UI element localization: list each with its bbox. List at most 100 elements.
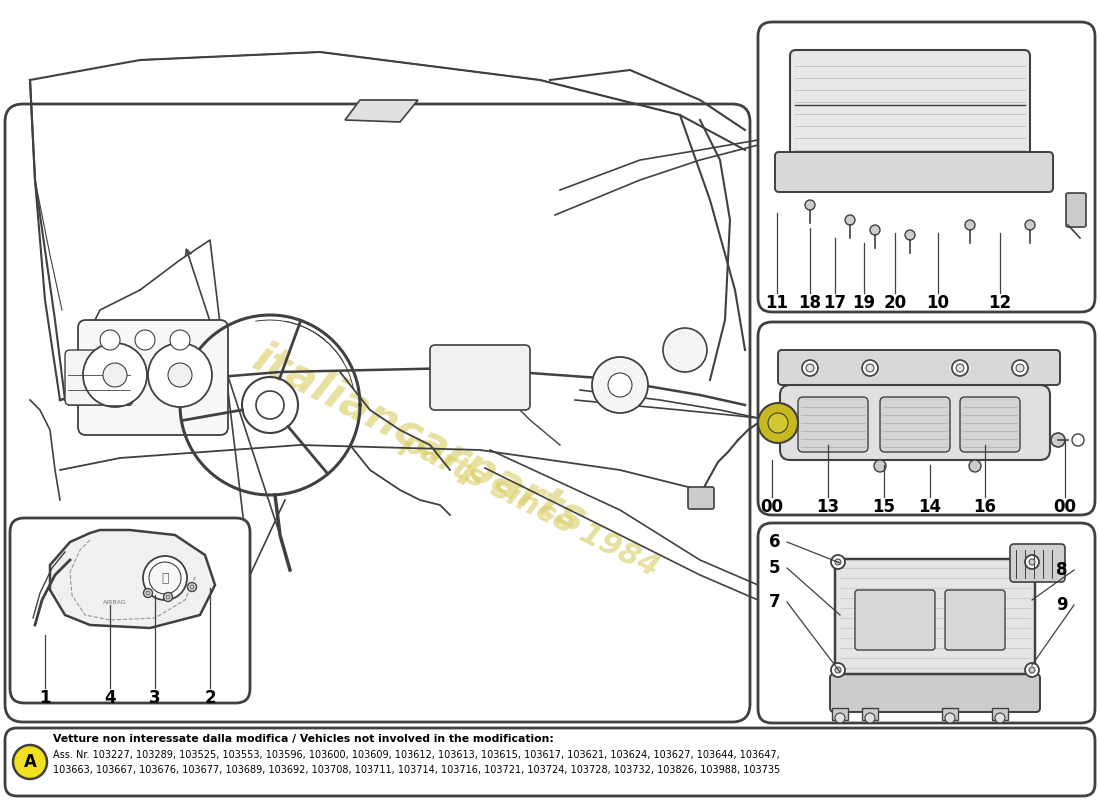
Circle shape: [143, 589, 153, 598]
FancyBboxPatch shape: [758, 322, 1094, 515]
Circle shape: [945, 713, 955, 723]
Bar: [862, 708, 878, 720]
Circle shape: [806, 364, 814, 372]
FancyBboxPatch shape: [78, 320, 228, 435]
Text: 1: 1: [40, 689, 51, 707]
Text: 15: 15: [872, 498, 895, 516]
Text: 00: 00: [1054, 498, 1077, 516]
FancyBboxPatch shape: [830, 674, 1040, 712]
Circle shape: [905, 230, 915, 240]
Text: 🐎: 🐎: [162, 571, 168, 585]
Circle shape: [190, 585, 194, 589]
Text: parts since 1984: parts since 1984: [396, 427, 663, 582]
Circle shape: [835, 713, 845, 723]
Text: 19: 19: [852, 294, 876, 312]
Text: 3: 3: [150, 689, 161, 707]
Circle shape: [166, 595, 170, 599]
Circle shape: [187, 582, 197, 591]
Circle shape: [874, 460, 886, 472]
Circle shape: [1028, 559, 1035, 565]
FancyBboxPatch shape: [10, 518, 250, 703]
Circle shape: [969, 460, 981, 472]
Text: 10: 10: [926, 294, 949, 312]
Circle shape: [952, 360, 968, 376]
Circle shape: [845, 215, 855, 225]
Text: 7: 7: [769, 593, 781, 611]
FancyBboxPatch shape: [6, 104, 750, 722]
Circle shape: [1028, 667, 1035, 673]
Circle shape: [830, 663, 845, 677]
Circle shape: [256, 391, 284, 419]
Circle shape: [965, 220, 975, 230]
FancyBboxPatch shape: [430, 345, 530, 410]
Text: 14: 14: [918, 498, 942, 516]
Text: 17: 17: [824, 294, 847, 312]
Circle shape: [1025, 555, 1040, 569]
Text: 13: 13: [816, 498, 839, 516]
Bar: [942, 708, 958, 720]
Circle shape: [164, 593, 173, 602]
Text: 20: 20: [883, 294, 906, 312]
Text: 16: 16: [974, 498, 997, 516]
FancyBboxPatch shape: [776, 152, 1053, 192]
Text: 9: 9: [1056, 596, 1068, 614]
Text: 2: 2: [205, 689, 216, 707]
Circle shape: [170, 330, 190, 350]
FancyBboxPatch shape: [798, 397, 868, 452]
FancyBboxPatch shape: [6, 728, 1094, 796]
Circle shape: [168, 363, 192, 387]
Circle shape: [663, 328, 707, 372]
FancyBboxPatch shape: [960, 397, 1020, 452]
Text: 103663, 103667, 103676, 103677, 103689, 103692, 103708, 103711, 103714, 103716, : 103663, 103667, 103676, 103677, 103689, …: [53, 765, 780, 775]
FancyBboxPatch shape: [790, 50, 1030, 160]
Circle shape: [758, 403, 798, 443]
Circle shape: [82, 343, 147, 407]
Text: 12: 12: [989, 294, 1012, 312]
FancyBboxPatch shape: [778, 350, 1060, 385]
FancyBboxPatch shape: [758, 22, 1094, 312]
FancyBboxPatch shape: [688, 487, 714, 509]
Circle shape: [146, 591, 150, 595]
Bar: [992, 708, 1008, 720]
Circle shape: [100, 330, 120, 350]
Text: 8: 8: [1056, 561, 1068, 579]
Bar: [832, 708, 848, 720]
FancyBboxPatch shape: [945, 590, 1005, 650]
Text: 5: 5: [769, 559, 781, 577]
Circle shape: [862, 360, 878, 376]
Text: Ass. Nr. 103227, 103289, 103525, 103553, 103596, 103600, 103609, 103612, 103613,: Ass. Nr. 103227, 103289, 103525, 103553,…: [53, 750, 780, 760]
Circle shape: [148, 343, 212, 407]
Circle shape: [835, 559, 842, 565]
Circle shape: [865, 713, 874, 723]
Circle shape: [148, 562, 182, 594]
Circle shape: [1012, 360, 1028, 376]
Circle shape: [1072, 434, 1084, 446]
FancyBboxPatch shape: [855, 590, 935, 650]
Text: 4: 4: [104, 689, 116, 707]
Circle shape: [805, 200, 815, 210]
Circle shape: [1025, 220, 1035, 230]
Circle shape: [592, 357, 648, 413]
FancyBboxPatch shape: [835, 559, 1035, 674]
Circle shape: [1025, 663, 1040, 677]
Circle shape: [768, 413, 788, 433]
Polygon shape: [345, 100, 418, 122]
Polygon shape: [50, 530, 215, 628]
Circle shape: [135, 330, 155, 350]
Circle shape: [608, 373, 632, 397]
Text: AIRBAG: AIRBAG: [103, 599, 127, 605]
FancyBboxPatch shape: [758, 523, 1094, 723]
FancyBboxPatch shape: [1066, 193, 1086, 227]
FancyBboxPatch shape: [780, 385, 1050, 460]
Text: 11: 11: [766, 294, 789, 312]
Text: Vetture non interessate dalla modifica / Vehicles not involved in the modificati: Vetture non interessate dalla modifica /…: [53, 734, 554, 744]
Circle shape: [956, 364, 964, 372]
FancyBboxPatch shape: [65, 350, 133, 405]
Circle shape: [13, 745, 47, 779]
Circle shape: [143, 556, 187, 600]
Text: A: A: [23, 753, 36, 771]
Circle shape: [830, 555, 845, 569]
Circle shape: [103, 363, 127, 387]
Circle shape: [1050, 433, 1065, 447]
Circle shape: [835, 667, 842, 673]
